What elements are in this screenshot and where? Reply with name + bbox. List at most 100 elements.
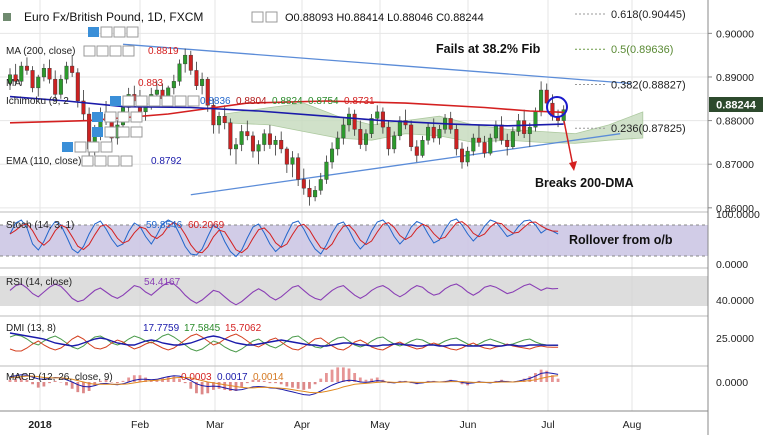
- annotation-breaks: Breaks 200-DMA: [535, 176, 634, 190]
- more-icon[interactable]: [126, 26, 139, 38]
- fib-level-label: 0.236(0.87825): [611, 123, 686, 135]
- macd-histogram-bar: [127, 377, 131, 382]
- macd-histogram-bar: [115, 382, 119, 384]
- price-axis[interactable]: 0.90000 0.89000 0.88000 0.87000 0.86000100.0…: [708, 28, 760, 389]
- settings-icon[interactable]: [265, 11, 278, 23]
- macd-histogram-bar: [545, 370, 549, 382]
- stoch-label[interactable]: Stoch (14, 3, 1): [6, 220, 74, 231]
- price-tick-label: 0.89000: [716, 72, 754, 84]
- macd-histogram-bar: [99, 380, 102, 382]
- collapse-icon[interactable]: [3, 13, 11, 21]
- ichimoku-buttons[interactable]: [110, 95, 200, 107]
- macd-histogram-bar: [375, 377, 379, 382]
- candle: [228, 122, 233, 150]
- eye-icon[interactable]: [88, 27, 99, 37]
- dmi-label[interactable]: DMI (13, 8): [6, 323, 56, 334]
- macd-label[interactable]: MACD (12, 26, close, 9): [6, 372, 113, 383]
- symbol-title[interactable]: Euro Fx/British Pound, 1D, FXCM: [24, 10, 203, 24]
- visibility-icon[interactable]: [251, 11, 264, 23]
- macd-histogram-bar: [268, 382, 272, 384]
- candle: [233, 144, 238, 150]
- candle: [471, 137, 476, 152]
- macd-histogram-bar: [539, 369, 543, 382]
- settings-icon[interactable]: [100, 26, 113, 38]
- ema110-label[interactable]: EMA (110, close): [6, 156, 81, 167]
- candle: [188, 54, 193, 71]
- candle: [522, 120, 527, 134]
- macd-histogram-bar: [291, 382, 294, 388]
- rsi-line: [9, 281, 559, 306]
- macd-histogram-bar: [48, 382, 51, 384]
- candle: [239, 131, 244, 145]
- rsi-label[interactable]: RSI (14, close): [6, 277, 72, 288]
- macd-histogram-bar: [195, 382, 198, 394]
- candle: [369, 118, 374, 134]
- macd-histogram-bar: [189, 382, 193, 389]
- macd-histogram-bar: [93, 382, 97, 386]
- macd-histogram-bar: [370, 378, 373, 382]
- candle: [154, 89, 159, 95]
- macd-histogram-bar: [36, 382, 40, 388]
- legend-buttons-header[interactable]: [251, 11, 278, 23]
- breaks-arrow-head: [569, 161, 577, 171]
- macd-value-1: 0.0003: [181, 372, 212, 383]
- candle: [70, 65, 75, 73]
- macd-histogram-bar: [104, 379, 108, 382]
- ema110-value: 0.8792: [151, 156, 182, 167]
- candle: [256, 144, 261, 152]
- breaks-arrow: [563, 120, 574, 167]
- macd-histogram-bar: [19, 377, 23, 382]
- macd-histogram-bar: [172, 376, 176, 382]
- fib-level-label: 0.618(0.90445): [611, 9, 686, 21]
- macd-histogram-bar: [302, 382, 306, 390]
- macd-histogram-bar: [223, 382, 227, 390]
- candle: [460, 148, 465, 163]
- candle: [47, 68, 52, 80]
- stoch-value-d: 60.2069: [188, 220, 225, 231]
- macd-histogram-bar: [551, 375, 554, 382]
- close-icon[interactable]: [113, 26, 126, 38]
- time-axis[interactable]: 2018 Feb Mar Apr May Jun Jul Aug: [28, 419, 641, 431]
- macd-histogram-bar: [534, 373, 537, 382]
- fib-level-label: 0.382(0.88827): [611, 80, 686, 92]
- candle: [392, 135, 397, 150]
- macd-histogram-bar: [308, 382, 311, 389]
- macd-histogram-bar: [245, 382, 249, 384]
- ema110-line: [9, 95, 564, 127]
- candle: [217, 116, 222, 126]
- macd-histogram-bar: [319, 378, 323, 382]
- hidden-indicator-rows[interactable]: [62, 111, 143, 153]
- ma-b-label[interactable]: MA: [6, 78, 21, 89]
- header: Euro Fx/British Pound, 1D, FXCM O0.88093…: [3, 10, 484, 24]
- ichimoku-value-5: 0.8731: [344, 96, 375, 107]
- oscillator-legends: Stoch (14, 3, 1) 59.8546 60.2069 RSI (14…: [6, 220, 284, 383]
- ema110-buttons[interactable]: [81, 155, 133, 167]
- dmi-value-adx: 15.7062: [225, 323, 262, 334]
- macd-histogram-bar: [178, 378, 181, 382]
- macd-histogram-bar: [183, 382, 187, 384]
- candle: [211, 105, 216, 126]
- candle: [13, 74, 18, 82]
- panel-tick-label: 0.0000: [716, 259, 748, 271]
- macd-histogram-bar: [556, 378, 560, 382]
- ma200-buttons[interactable]: [83, 45, 135, 57]
- ichimoku-label[interactable]: Ichimoku (9, 2: [6, 96, 69, 107]
- ma200-label[interactable]: MA (200, close): [6, 46, 75, 57]
- ichimoku-value-2: 0.8804: [236, 96, 267, 107]
- candle: [307, 187, 312, 198]
- macd-histogram-bar: [8, 379, 12, 382]
- candle: [284, 148, 289, 165]
- price-plot: [7, 43, 644, 206]
- main-legend: MA (200, close) 0.8819 MA 0.883 Ichimoku…: [6, 26, 375, 167]
- macd-histogram-bar: [240, 382, 244, 388]
- macd-histogram-bar: [53, 380, 57, 382]
- candle: [53, 78, 58, 95]
- macd-histogram-bar: [353, 373, 357, 382]
- dmi-plus-line: [9, 333, 559, 353]
- candle: [177, 63, 182, 82]
- candle: [279, 140, 284, 150]
- candle: [403, 120, 408, 126]
- candle: [454, 129, 459, 150]
- macd-histogram-bar: [528, 376, 532, 382]
